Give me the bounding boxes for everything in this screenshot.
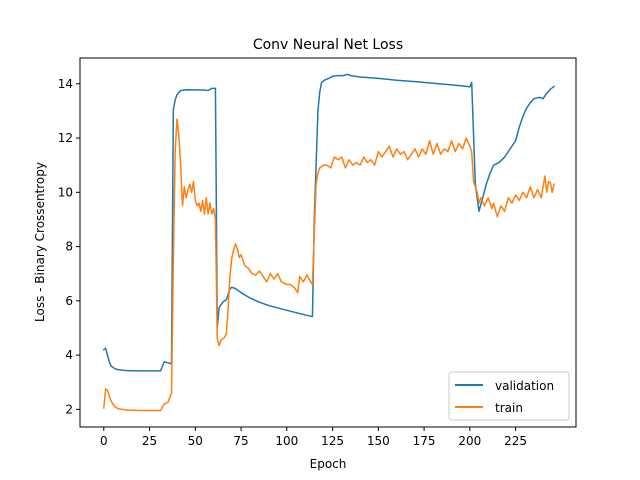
x-tick-label: 200 (458, 434, 481, 448)
y-axis-label: Loss - Binary Crossentropy (33, 162, 47, 322)
legend-label-validation: validation (495, 379, 554, 393)
legend: validation train (448, 371, 570, 421)
plot-area (102, 73, 556, 412)
chart-title: Conv Neural Net Loss (253, 37, 403, 53)
x-tick-label: 0 (100, 434, 108, 448)
series-line-train (102, 118, 555, 412)
y-tick-label: 10 (58, 185, 73, 199)
series-line-validation (102, 73, 556, 372)
x-tick-label: 150 (367, 434, 390, 448)
x-tick-label: 225 (504, 434, 527, 448)
y-axis: 2 4 6 8 10 12 14 (58, 77, 80, 416)
x-tick-label: 50 (188, 434, 203, 448)
x-axis-label: Epoch (310, 457, 347, 471)
y-tick-label: 2 (65, 402, 73, 416)
y-tick-label: 8 (65, 240, 73, 254)
y-tick-label: 6 (65, 294, 73, 308)
x-tick-label: 100 (275, 434, 298, 448)
axes-frame (79, 57, 577, 428)
x-tick-label: 25 (142, 434, 157, 448)
x-tick-label: 125 (321, 434, 344, 448)
legend-label-train: train (495, 401, 523, 415)
x-tick-label: 175 (413, 434, 436, 448)
y-tick-label: 14 (58, 77, 73, 91)
y-tick-label: 4 (65, 348, 73, 362)
x-tick-label: 75 (233, 434, 248, 448)
x-axis: 0 25 50 75 100 125 150 175 200 225 (100, 427, 527, 448)
y-tick-label: 12 (58, 131, 73, 145)
